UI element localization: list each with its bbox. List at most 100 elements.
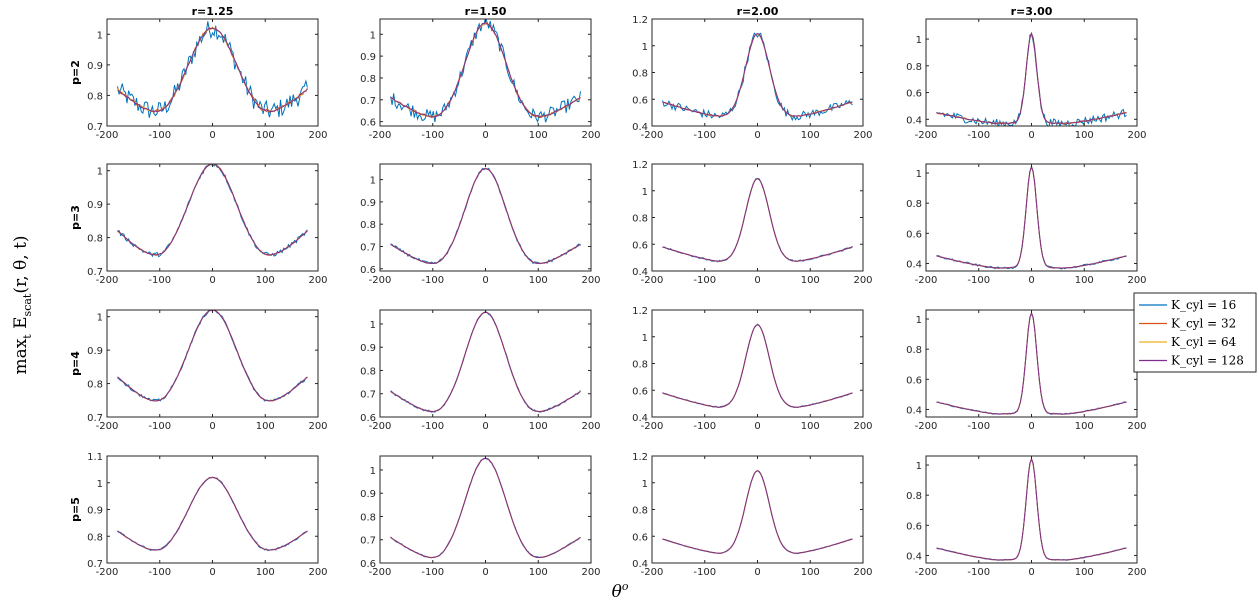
series-line-kcyl-128 — [390, 311, 581, 413]
axes-box — [379, 163, 592, 272]
series-line-kcyl-16 — [662, 469, 853, 555]
y-tick-label: 0.4 — [906, 115, 922, 126]
y-tick-label: 0.8 — [360, 74, 376, 85]
series-line-kcyl-128 — [936, 31, 1127, 125]
y-tick-label: 0.8 — [906, 491, 922, 502]
y-tick-label: 0.9 — [87, 346, 103, 357]
series-line-kcyl-32 — [662, 33, 853, 118]
y-tick-label: 0.8 — [632, 360, 648, 371]
y-tick-label: 0.6 — [906, 229, 922, 240]
y-tick-label: 0.9 — [360, 198, 376, 209]
series-line-kcyl-32 — [117, 310, 308, 402]
y-tick-label: 0.7 — [87, 413, 103, 424]
y-tick-label: 0.4 — [906, 259, 922, 270]
x-tick-label: 100 — [1075, 275, 1094, 286]
series-line-kcyl-16 — [117, 164, 308, 258]
row-label: p=3 — [69, 205, 82, 230]
x-tick-label: 100 — [529, 275, 548, 286]
x-tick-label: -100 — [148, 421, 171, 432]
x-tick-label: 100 — [256, 275, 275, 286]
x-tick-label: -100 — [421, 275, 444, 286]
x-tick-label: 100 — [529, 130, 548, 141]
row-label: p=2 — [69, 60, 82, 85]
series-line-kcyl-64 — [117, 310, 308, 402]
axes-box — [925, 309, 1138, 418]
y-tick-label: 0.8 — [360, 512, 376, 523]
x-tick-label: -100 — [421, 130, 444, 141]
panel-p3-r1.25: -200 -100 0 100 200 0.7 0.8 0.9 1 p=3 — [69, 163, 328, 286]
y-tick-label: 0.8 — [632, 506, 648, 517]
series-line-kcyl-16 — [390, 167, 581, 265]
series-line-kcyl-64 — [936, 165, 1127, 269]
series-line-kcyl-128 — [117, 476, 308, 551]
x-tick-label: 100 — [1075, 130, 1094, 141]
series-line-kcyl-32 — [662, 324, 853, 408]
column-title: r=1.25 — [192, 5, 234, 18]
x-tick-label: -200 — [915, 421, 938, 432]
y-tick-label: 0.8 — [906, 345, 922, 356]
axes-box — [651, 163, 864, 272]
y-tick-label: 0.9 — [87, 61, 103, 72]
legend: K_cyl = 16 K_cyl = 32 K_cyl = 64 K_cyl = 12… — [1133, 292, 1257, 373]
y-tick-label: 0.6 — [906, 521, 922, 532]
row-label: p=5 — [69, 497, 82, 522]
x-tick-label: 200 — [1127, 275, 1146, 286]
panel-p4-r1.50: -200 -100 0 100 200 0.6 0.7 0.8 0.9 1 — [360, 309, 601, 432]
x-tick-label: 200 — [581, 275, 600, 286]
x-tick-label: 200 — [581, 421, 600, 432]
series-line-kcyl-32 — [662, 470, 853, 554]
series-line-kcyl-128 — [662, 470, 853, 554]
legend-label: K_cyl = 128 — [1171, 354, 1244, 368]
x-tick-label: 200 — [853, 130, 872, 141]
x-tick-label: -200 — [369, 130, 392, 141]
x-tick-label: 0 — [482, 421, 488, 432]
x-tick-label: -200 — [96, 421, 119, 432]
y-tick-label: 0.6 — [906, 89, 922, 100]
x-tick-label: 0 — [482, 130, 488, 141]
x-tick-label: 0 — [482, 275, 488, 286]
series-line-kcyl-16 — [390, 19, 581, 124]
x-tick-label: 0 — [754, 130, 760, 141]
x-tick-label: 200 — [308, 275, 327, 286]
series-line-kcyl-32 — [936, 165, 1127, 269]
y-tick-label: 0.7 — [87, 122, 103, 133]
y-tick-label: 0.6 — [360, 265, 376, 276]
series-line-kcyl-32 — [117, 476, 308, 551]
series-line-kcyl-32 — [390, 311, 581, 413]
x-tick-label: -100 — [148, 567, 171, 578]
panel-p2-r2.00: -200 -100 0 100 200 0.4 0.6 0.8 1 1.2 r=2.00 — [632, 5, 872, 141]
x-tick-label: 0 — [209, 275, 215, 286]
panel-p2-r1.25: -200 -100 0 100 200 0.7 0.8 0.9 1 r=1.25 p=2 — [69, 5, 328, 141]
y-tick-label: 0.7 — [360, 242, 376, 253]
series-line-kcyl-128 — [390, 457, 581, 559]
series-line-kcyl-16 — [662, 32, 853, 122]
y-tick-label: 1 — [97, 167, 103, 178]
series-line-kcyl-64 — [390, 457, 581, 559]
series-line-kcyl-64 — [117, 164, 308, 256]
y-tick-label: 0.8 — [87, 380, 103, 391]
y-tick-label: 0.7 — [360, 96, 376, 107]
x-tick-label: 100 — [256, 421, 275, 432]
series-line-kcyl-128 — [936, 311, 1127, 415]
series-line-kcyl-16 — [117, 21, 308, 118]
x-tick-label: -100 — [967, 421, 990, 432]
y-tick-label: 0.7 — [360, 390, 376, 401]
panel-p5-r1.50: -200 -100 0 100 200 0.6 0.7 0.8 0.9 1 — [360, 455, 601, 578]
x-tick-label: -100 — [693, 421, 716, 432]
x-tick-label: 100 — [1075, 421, 1094, 432]
series-line-kcyl-128 — [662, 33, 853, 117]
series-line-kcyl-64 — [390, 23, 581, 118]
series-line-kcyl-16 — [390, 457, 581, 559]
series-line-kcyl-128 — [662, 324, 853, 408]
legend-label: K_cyl = 64 — [1171, 335, 1237, 349]
x-tick-label: 100 — [1075, 567, 1094, 578]
series-line-kcyl-32 — [662, 178, 853, 262]
y-tick-label: 1 — [642, 187, 648, 198]
y-tick-label: 0.9 — [360, 489, 376, 500]
x-tick-label: -200 — [915, 130, 938, 141]
panel-p5-r1.25: -200 -100 0 100 200 0.7 0.8 0.9 1 1.1 p=5 — [69, 452, 328, 578]
y-tick-label: 0.8 — [632, 214, 648, 225]
y-tick-label: 1 — [97, 30, 103, 41]
series-line-kcyl-64 — [936, 457, 1127, 561]
y-tick-label: 0.6 — [906, 375, 922, 386]
